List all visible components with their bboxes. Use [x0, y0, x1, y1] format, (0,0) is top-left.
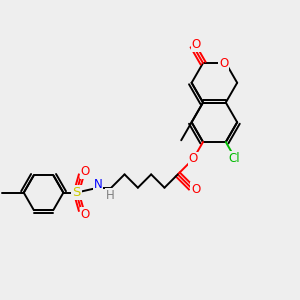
Text: O: O [189, 152, 198, 166]
Text: O: O [191, 183, 200, 196]
Text: O: O [80, 165, 90, 178]
Text: H: H [106, 189, 114, 202]
Text: O: O [191, 38, 201, 51]
Text: O: O [80, 208, 90, 220]
Text: N: N [94, 178, 102, 191]
Text: Cl: Cl [228, 152, 240, 164]
Text: O: O [219, 57, 228, 70]
Text: S: S [72, 186, 80, 199]
